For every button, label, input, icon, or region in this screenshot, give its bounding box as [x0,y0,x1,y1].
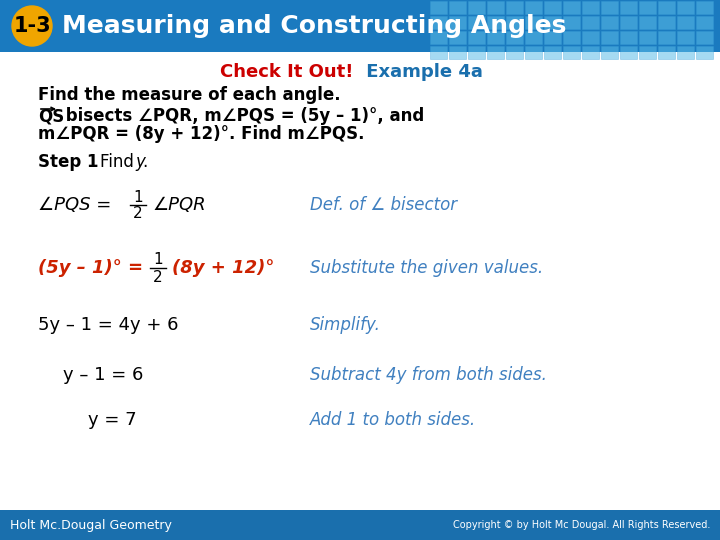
FancyBboxPatch shape [620,16,637,29]
FancyBboxPatch shape [430,31,447,44]
FancyBboxPatch shape [525,46,542,59]
Text: Substitute the given values.: Substitute the given values. [310,259,543,277]
Text: y = 7: y = 7 [88,411,137,429]
FancyBboxPatch shape [449,1,466,14]
Text: y: y [135,153,145,171]
Text: Holt Mc.Dougal Geometry: Holt Mc.Dougal Geometry [10,518,172,531]
FancyBboxPatch shape [525,31,542,44]
FancyBboxPatch shape [487,31,504,44]
FancyBboxPatch shape [696,46,713,59]
FancyBboxPatch shape [449,31,466,44]
Text: 1-3: 1-3 [13,16,51,36]
Text: 1: 1 [133,190,143,205]
FancyBboxPatch shape [487,46,504,59]
FancyBboxPatch shape [677,1,694,14]
Text: QS: QS [38,107,64,125]
FancyBboxPatch shape [677,46,694,59]
Circle shape [12,6,52,46]
Text: 5y – 1 = 4y + 6: 5y – 1 = 4y + 6 [38,316,179,334]
FancyBboxPatch shape [506,46,523,59]
FancyBboxPatch shape [430,16,447,29]
FancyBboxPatch shape [620,46,637,59]
FancyBboxPatch shape [601,31,618,44]
FancyBboxPatch shape [563,31,580,44]
FancyBboxPatch shape [620,31,637,44]
Text: Measuring and Constructing Angles: Measuring and Constructing Angles [62,14,567,38]
Text: Simplify.: Simplify. [310,316,381,334]
Text: Step 1: Step 1 [38,153,99,171]
FancyBboxPatch shape [468,16,485,29]
FancyBboxPatch shape [582,16,599,29]
FancyBboxPatch shape [677,16,694,29]
FancyBboxPatch shape [525,16,542,29]
FancyBboxPatch shape [544,31,561,44]
Text: Subtract 4y from both sides.: Subtract 4y from both sides. [310,366,547,384]
FancyBboxPatch shape [563,46,580,59]
Text: ∠PQS =: ∠PQS = [38,196,112,214]
FancyBboxPatch shape [0,510,720,540]
Text: (5y – 1)° =: (5y – 1)° = [38,259,143,277]
FancyBboxPatch shape [601,16,618,29]
FancyBboxPatch shape [487,1,504,14]
FancyBboxPatch shape [487,16,504,29]
Text: bisects ∠PQR, m∠PQS = (5y – 1)°, and: bisects ∠PQR, m∠PQS = (5y – 1)°, and [60,107,424,125]
Text: 2: 2 [133,206,143,221]
FancyBboxPatch shape [449,16,466,29]
FancyBboxPatch shape [658,1,675,14]
FancyBboxPatch shape [696,1,713,14]
Text: m∠PQR = (8y + 12)°. Find m∠PQS.: m∠PQR = (8y + 12)°. Find m∠PQS. [38,125,364,143]
FancyBboxPatch shape [506,16,523,29]
FancyBboxPatch shape [430,1,447,14]
FancyBboxPatch shape [430,46,447,59]
Text: .: . [142,153,148,171]
FancyBboxPatch shape [601,1,618,14]
FancyBboxPatch shape [544,1,561,14]
FancyBboxPatch shape [639,1,656,14]
FancyBboxPatch shape [658,16,675,29]
Text: Def. of ∠ bisector: Def. of ∠ bisector [310,196,457,214]
FancyBboxPatch shape [582,31,599,44]
Text: 1: 1 [153,253,163,267]
FancyBboxPatch shape [601,46,618,59]
FancyBboxPatch shape [563,16,580,29]
FancyBboxPatch shape [468,31,485,44]
FancyBboxPatch shape [468,1,485,14]
Text: Add 1 to both sides.: Add 1 to both sides. [310,411,476,429]
FancyBboxPatch shape [639,31,656,44]
FancyBboxPatch shape [639,16,656,29]
Text: Find: Find [100,153,139,171]
FancyBboxPatch shape [677,31,694,44]
FancyBboxPatch shape [696,31,713,44]
Text: Example 4a: Example 4a [360,63,483,81]
FancyBboxPatch shape [544,46,561,59]
FancyBboxPatch shape [658,46,675,59]
FancyBboxPatch shape [544,16,561,29]
Text: Check It Out!: Check It Out! [220,63,354,81]
FancyBboxPatch shape [525,1,542,14]
FancyBboxPatch shape [506,31,523,44]
FancyBboxPatch shape [696,16,713,29]
FancyBboxPatch shape [582,1,599,14]
Text: (8y + 12)°: (8y + 12)° [172,259,274,277]
Text: 2: 2 [153,269,163,285]
FancyBboxPatch shape [563,1,580,14]
Text: Find the measure of each angle.: Find the measure of each angle. [38,86,341,104]
FancyBboxPatch shape [0,0,720,52]
FancyBboxPatch shape [658,31,675,44]
Text: Copyright © by Holt Mc Dougal. All Rights Reserved.: Copyright © by Holt Mc Dougal. All Right… [453,520,710,530]
Text: ∠PQR: ∠PQR [152,196,206,214]
FancyBboxPatch shape [620,1,637,14]
FancyBboxPatch shape [639,46,656,59]
FancyBboxPatch shape [468,46,485,59]
FancyBboxPatch shape [506,1,523,14]
Text: y – 1 = 6: y – 1 = 6 [63,366,143,384]
FancyBboxPatch shape [449,46,466,59]
FancyBboxPatch shape [582,46,599,59]
